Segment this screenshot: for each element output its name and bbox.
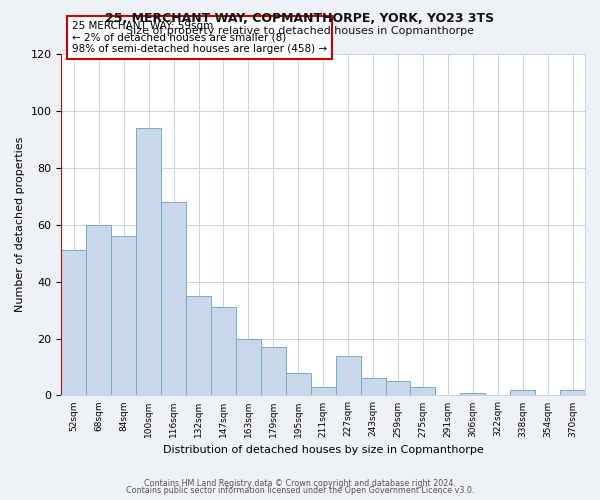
Text: Size of property relative to detached houses in Copmanthorpe: Size of property relative to detached ho… (126, 26, 474, 36)
Text: Contains public sector information licensed under the Open Government Licence v3: Contains public sector information licen… (126, 486, 474, 495)
Bar (286, 372, 311, 396)
Bar (386, 381, 410, 396)
Bar (311, 387, 335, 396)
Bar (236, 338, 261, 396)
Bar (560, 390, 585, 396)
Bar (61, 250, 86, 396)
Bar (361, 378, 386, 396)
Text: 25, MERCHANT WAY, COPMANTHORPE, YORK, YO23 3TS: 25, MERCHANT WAY, COPMANTHORPE, YORK, YO… (106, 12, 494, 26)
Bar (136, 128, 161, 396)
Bar (111, 236, 136, 396)
Bar (335, 356, 361, 396)
Text: Contains HM Land Registry data © Crown copyright and database right 2024.: Contains HM Land Registry data © Crown c… (144, 478, 456, 488)
X-axis label: Distribution of detached houses by size in Copmanthorpe: Distribution of detached houses by size … (163, 445, 484, 455)
Bar (211, 307, 236, 396)
Bar (460, 392, 485, 396)
Bar (186, 296, 211, 396)
Text: 25 MERCHANT WAY: 59sqm
← 2% of detached houses are smaller (8)
98% of semi-detac: 25 MERCHANT WAY: 59sqm ← 2% of detached … (72, 21, 327, 54)
Bar (410, 387, 436, 396)
Bar (86, 224, 111, 396)
Bar (510, 390, 535, 396)
Bar (161, 202, 186, 396)
Y-axis label: Number of detached properties: Number of detached properties (15, 137, 25, 312)
Bar (261, 347, 286, 396)
